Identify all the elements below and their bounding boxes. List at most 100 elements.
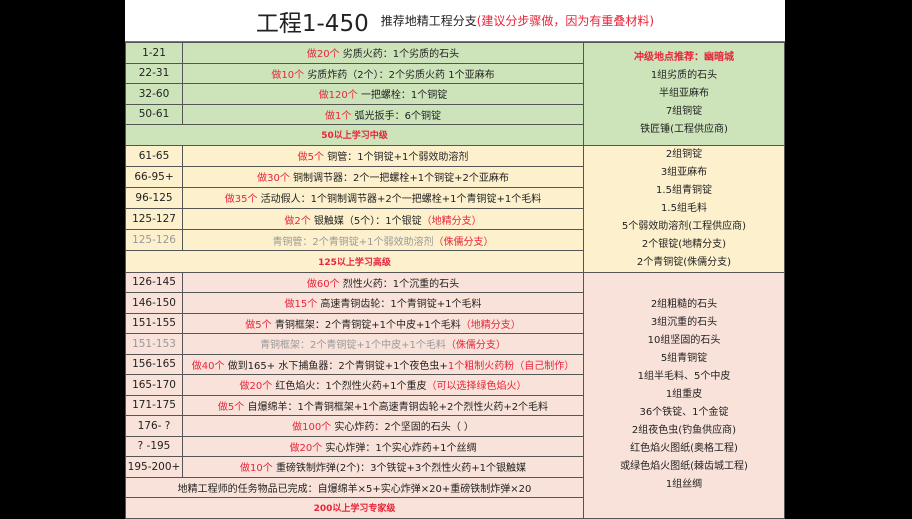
recipe-cell: 做20个 实心炸弹：1个实心炸药+1个丝绸 [182,435,584,457]
level-range: 22-31 [125,62,183,84]
recipe-text: 做到165+ 水下捕鱼器：2个青铜锭+1个夜色虫+ [227,360,448,372]
materials-list: 2组粗糙的石头 3组沉重的石头 10组坚固的石头 5组青铜锭 1组半毛料、5个中皮 1组重… [583,271,785,519]
level-range: 146-150 [125,292,183,314]
material-item: 3组沉重的石头 [650,317,718,328]
recipe-text: 劣质火药：1个劣质的石头 [342,49,460,61]
material-item: 或绿色焰火图纸(棘齿城工程) [620,461,748,472]
material-item: 36个铁锭、1个金锭 [639,407,729,418]
highlight-text: （地精分支） [460,319,521,331]
recipe-text: 铜制调节器：2个一把螺栓+1个铜锭+2个亚麻布 [293,173,509,185]
material-item: 1.5组毛料 [661,202,707,214]
level-range: 66-95+ [125,165,183,188]
material-item: 3组亚麻布 [660,166,708,178]
highlight-text: 做1个 [325,110,355,122]
material-item: 1.5组青铜锭 [656,184,712,196]
table-row: 61-65 做5个 铜管：1个铜锭+1个弱效助溶剂 2组铜锭 3组亚麻布 1.5组青铜锭… [125,144,785,273]
material-item: 2个银锭(地精分支) [641,238,727,250]
highlight-text: 做20个 [239,381,276,393]
highlight-text: 做5个 [297,152,328,164]
recipe-text: 活动假人：1个铜制调节器+2个一把螺栓+1个青铜锭+1个毛料 [260,194,542,206]
level-range: 125-126 [125,229,183,252]
highlight-text: 做100个 [292,422,335,434]
material-item: 5个弱效助溶剂(工程供应商) [621,220,747,232]
material-item: 1组重皮 [665,389,703,400]
level-range: 171-175 [125,394,183,416]
recipe-text: 高速青铜齿轮：1个青铜锭+1个毛料 [320,299,482,311]
material-item: 冲级地点推荐：幽暗城 [634,51,734,63]
highlight-text: （地精分支） [421,215,482,227]
highlight-text: 做10个 [240,463,276,475]
materials-list: 2组铜锭 3组亚麻布 1.5组青铜锭 1.5组毛料 5个弱效助溶剂(工程供应商) 2个银锭… [583,144,785,273]
recipe-text: 实心炸药：2个坚固的石头（ ） [334,422,474,434]
material-item: 10组坚固的石头 [647,335,721,346]
spreadsheet: 工程1-450 推荐地精工程分支 (建议分步骤做，因为有重叠材料) 1-21 做2… [125,0,785,519]
level-range: 165-170 [125,374,183,396]
recipe-cell: 做2个 银触媒（5个）：1个银锭（地精分支） [182,207,584,231]
subtitle-note: (建议分步骤做，因为有重叠材料) [476,14,655,28]
title-bar: 工程1-450 推荐地精工程分支 (建议分步骤做，因为有重叠材料) [125,0,785,42]
recipe-cell: 做60个 烈性火药：1个沉重的石头 [182,271,584,293]
highlight-text: 做20个 [306,49,343,61]
section-header: 125以上学习高级 [125,250,584,273]
recipe-cell: 做40个 做到165+ 水下捕鱼器：2个青铜锭+1个夜色虫+1个粗制火药粉（自己… [182,353,584,375]
highlight-text: 做20个 [289,442,326,454]
table-row: 1-21 做20个 劣质火药：1个劣质的石头 冲级地点推荐：幽暗城 1组劣质的石头 半组… [125,42,785,146]
recipe-cell: 做5个 铜管：1个铜锭+1个弱效助溶剂 [182,144,584,167]
highlight-text: 做30个 [257,173,294,185]
highlight-text: （可以选择绿色焰火） [426,381,527,393]
material-item: 铁匠锤(工程供应商) [640,123,728,135]
recipe-text: 自爆绵羊：1个青铜框架+1个高速青铜齿轮+2个烈性火药+2个毛料 [247,401,549,413]
recipe-text: 青铜框架：2个青铜锭+1个中皮+1个毛料 [274,319,461,331]
highlight-text: 做5个 [245,319,275,331]
recipe-cell: 做20个 劣质火药：1个劣质的石头 [182,42,584,64]
recipe-text: 弧光扳手：6个铜锭 [354,110,441,122]
material-item: 半组亚麻布 [659,87,709,99]
level-range: 1-21 [125,42,183,64]
recipe-cell: 做5个 青铜框架：2个青铜锭+1个中皮+1个毛料（地精分支） [182,312,584,334]
highlight-text: 做10个 [271,69,308,81]
recipe-cell: 做120个 一把螺栓：1个铜锭 [182,83,584,105]
highlight-text: 做40个 [191,360,228,372]
page-title: 工程1-450 [255,10,369,37]
recipe-cell: 做10个 劣质炸药（2个）：2个劣质火药 1个亚麻布 [182,62,584,84]
material-item: 2个青铜锭(侏儒分支) [636,256,732,268]
recipe-cell: 做1个 弧光扳手：6个铜锭 [182,103,584,125]
recipe-cell: 青铜管：2个青铜锭+1个弱效助溶剂（侏儒分支） [182,229,584,252]
recipe-cell: 青铜框架：2个青铜锭+1个中皮+1个毛料（侏儒分支） [182,333,584,355]
level-range: 151-153 [125,333,183,355]
highlight-text: （侏儒分支） [445,340,506,352]
recipe-text: 实心炸弹：1个实心炸药+1个丝绸 [325,442,477,454]
table-row: 126-145 做60个 烈性火药：1个沉重的石头 2组粗糙的石头 3组沉重的石头 10… [125,271,785,519]
highlight-text: 做2个 [284,215,314,227]
recipe-cell: 做5个 自爆绵羊：1个青铜框架+1个高速青铜齿轮+2个烈性火药+2个毛料 [182,394,584,416]
level-range: 151-155 [125,312,183,334]
recipe-text: 劣质炸药（2个）：2个劣质火药 1个亚麻布 [307,69,495,81]
recipe-text: 红色焰火：1个烈性火药+1个重皮 [275,381,427,393]
task-note: 地精工程师的任务物品已完成：自爆绵羊×5+实心炸弹×20+重磅铁制炸弹×20 [125,476,584,498]
leveling-table: 1-21 做20个 劣质火药：1个劣质的石头 冲级地点推荐：幽暗城 1组劣质的石头 半组… [125,42,785,519]
material-item: 1组劣质的石头 [650,69,718,81]
subtitle: 推荐地精工程分支 [380,14,477,28]
level-range: 125-127 [125,207,183,231]
highlight-text: 做5个 [217,401,248,413]
level-range: ? -195 [125,435,183,457]
recipe-text: 烈性火药：1个沉重的石头 [342,278,460,290]
material-item: 5组青铜锭 [660,353,708,364]
highlight-text: 做15个 [284,299,321,311]
level-range: 96-125 [125,186,183,209]
recipe-text: 青铜管：2个青铜锭+1个弱效助溶剂 [272,236,434,248]
highlight-text: （侏儒分支） [433,236,494,248]
highlight-text: 做120个 [318,90,361,102]
recipe-text: 重磅铁制炸弹(2个)：3个铁锭+3个烈性火药+1个银触媒 [275,463,526,475]
level-range: 32-60 [125,83,183,105]
recipe-text: 银触媒（5个）：1个银锭 [313,215,422,227]
material-item: 2组铜锭 [665,148,703,160]
material-item: 1组半毛料、5个中皮 [637,371,731,382]
material-item: 2组粗糙的石头 [650,299,718,310]
highlight-text: 做60个 [306,278,343,290]
level-range: 195-200+ [125,456,183,478]
recipe-cell: 做30个 铜制调节器：2个一把螺栓+1个铜锭+2个亚麻布 [182,165,584,188]
recipe-cell: 做15个 高速青铜齿轮：1个青铜锭+1个毛料 [182,292,584,314]
material-item: 2组夜色虫(钓鱼供应商) [631,425,737,436]
level-range: 61-65 [125,144,183,167]
